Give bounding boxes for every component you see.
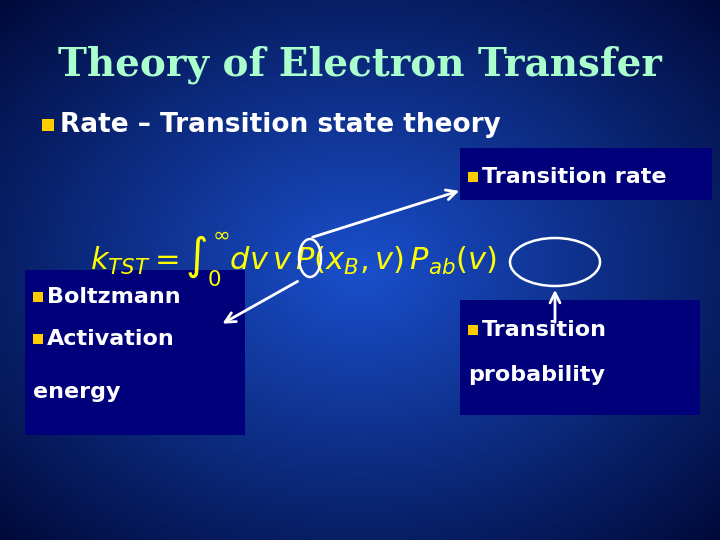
Text: $k_{TST} = \int_0^{\infty} dv\,v\,P(x_B,v)\,P_{ab}(v)$: $k_{TST} = \int_0^{\infty} dv\,v\,P(x_B,… [90, 231, 497, 289]
Text: Activation: Activation [47, 329, 175, 349]
Text: Transition rate: Transition rate [482, 167, 667, 187]
Text: energy: energy [33, 382, 120, 402]
Bar [42, 119, 54, 131]
Text: Rate – Transition state theory: Rate – Transition state theory [60, 112, 501, 138]
Bar [33, 334, 43, 344]
Bar [460, 300, 700, 415]
Bar [460, 148, 712, 200]
Bar [33, 292, 43, 302]
Bar [468, 325, 478, 335]
Bar [468, 172, 478, 182]
Text: Theory of Electron Transfer: Theory of Electron Transfer [58, 45, 662, 84]
Text: Transition: Transition [482, 320, 607, 340]
Text: Boltzmann: Boltzmann [47, 287, 181, 307]
Text: probability: probability [468, 365, 605, 385]
Bar [25, 270, 245, 435]
